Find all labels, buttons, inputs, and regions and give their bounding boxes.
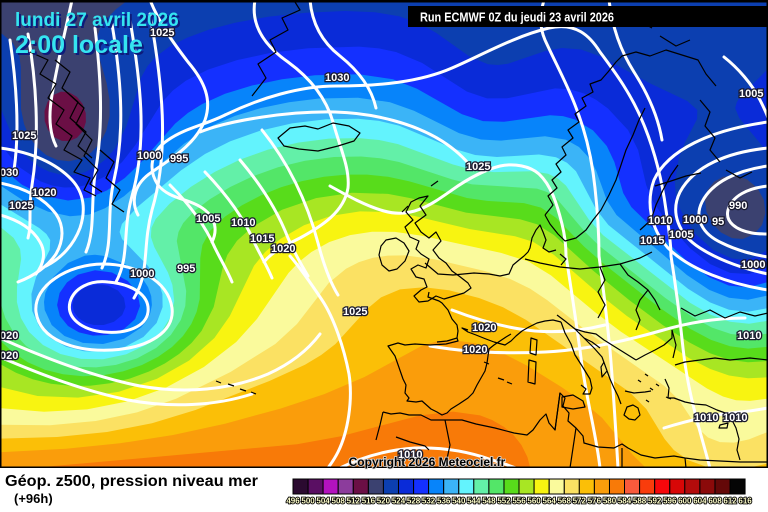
- svg-text:995: 995: [170, 153, 188, 165]
- svg-text:576: 576: [588, 497, 602, 506]
- svg-text:1025: 1025: [9, 200, 33, 212]
- svg-text:1020: 1020: [32, 187, 56, 199]
- svg-text:1020: 1020: [472, 322, 496, 334]
- svg-text:1000: 1000: [741, 259, 765, 271]
- svg-text:1005: 1005: [739, 88, 763, 100]
- svg-text:508: 508: [332, 497, 346, 506]
- svg-text:496: 496: [286, 497, 300, 506]
- svg-text:540: 540: [452, 497, 466, 506]
- svg-text:516: 516: [362, 497, 376, 506]
- svg-text:512: 512: [347, 497, 361, 506]
- svg-text:572: 572: [573, 497, 587, 506]
- svg-text:580: 580: [603, 497, 617, 506]
- svg-text:556: 556: [512, 497, 526, 506]
- svg-text:lundi 27 avril 2026: lundi 27 avril 2026: [15, 10, 179, 31]
- svg-text:2:00 locale: 2:00 locale: [17, 33, 145, 61]
- svg-text:612: 612: [723, 497, 737, 506]
- svg-text:Run ECMWF 0Z du jeudi 23 avril: Run ECMWF 0Z du jeudi 23 avril 2026: [420, 11, 614, 25]
- svg-text:504: 504: [316, 497, 330, 506]
- svg-text:1025: 1025: [12, 130, 36, 142]
- svg-text:1020: 1020: [463, 344, 487, 356]
- svg-text:1015: 1015: [640, 235, 664, 247]
- svg-text:2:00 locale: 2:00 locale: [15, 31, 143, 59]
- svg-text:552: 552: [497, 497, 511, 506]
- svg-text:1000: 1000: [130, 268, 154, 280]
- svg-text:560: 560: [527, 497, 541, 506]
- svg-text:1010: 1010: [648, 215, 672, 227]
- svg-text:528: 528: [407, 497, 421, 506]
- svg-text:020: 020: [0, 350, 18, 362]
- svg-text:584: 584: [618, 497, 632, 506]
- svg-text:1010: 1010: [231, 217, 255, 229]
- svg-text:564: 564: [543, 497, 557, 506]
- svg-text:500: 500: [301, 497, 315, 506]
- svg-text:Copyright 2026 Meteociel.fr: Copyright 2026 Meteociel.fr: [349, 455, 506, 469]
- svg-text:1005: 1005: [196, 213, 220, 225]
- svg-text:524: 524: [392, 497, 406, 506]
- svg-text:604: 604: [693, 497, 707, 506]
- svg-text:608: 608: [708, 497, 722, 506]
- svg-text:1015: 1015: [250, 233, 274, 245]
- svg-text:532: 532: [422, 497, 436, 506]
- svg-text:1025: 1025: [343, 306, 367, 318]
- svg-text:548: 548: [482, 497, 496, 506]
- svg-text:568: 568: [558, 497, 572, 506]
- svg-text:95: 95: [712, 216, 724, 228]
- svg-text:536: 536: [437, 497, 451, 506]
- svg-text:600: 600: [678, 497, 692, 506]
- svg-text:1010: 1010: [694, 412, 718, 424]
- svg-text:616: 616: [738, 497, 752, 506]
- svg-text:1010: 1010: [737, 330, 761, 342]
- svg-text:030: 030: [0, 167, 18, 179]
- svg-text:lundi 27 avril 2026: lundi 27 avril 2026: [17, 12, 181, 33]
- svg-text:520: 520: [377, 497, 391, 506]
- svg-text:1025: 1025: [466, 161, 490, 173]
- svg-text:592: 592: [648, 497, 662, 506]
- svg-text:1010: 1010: [398, 449, 422, 461]
- svg-text:1000: 1000: [683, 214, 707, 226]
- svg-text:(+96h): (+96h): [14, 491, 53, 506]
- svg-text:1000: 1000: [137, 150, 161, 162]
- svg-text:995: 995: [177, 263, 195, 275]
- svg-text:1010: 1010: [723, 412, 747, 424]
- svg-text:588: 588: [633, 497, 647, 506]
- svg-text:1030: 1030: [325, 72, 349, 84]
- svg-text:596: 596: [663, 497, 677, 506]
- svg-text:1025: 1025: [150, 27, 174, 39]
- svg-text:Géop. z500, pression niveau me: Géop. z500, pression niveau mer: [5, 473, 258, 490]
- svg-text:020: 020: [0, 330, 18, 342]
- svg-text:1005: 1005: [669, 229, 693, 241]
- svg-text:1020: 1020: [271, 243, 295, 255]
- svg-text:990: 990: [729, 200, 747, 212]
- svg-text:544: 544: [467, 497, 481, 506]
